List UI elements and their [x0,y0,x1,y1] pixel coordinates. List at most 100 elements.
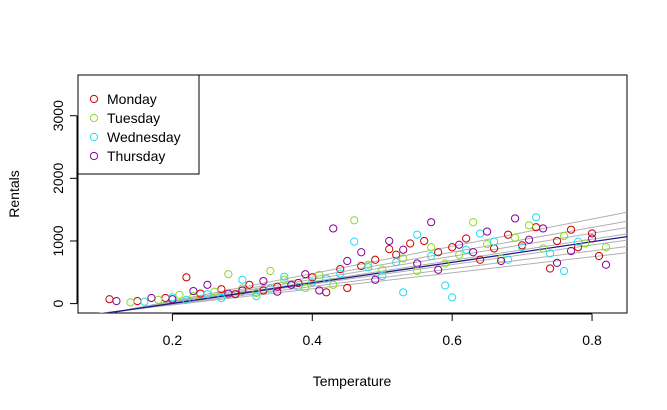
data-point [252,291,261,301]
data-point [601,243,611,252]
data-point [371,275,380,284]
data-point [245,280,254,289]
legend-label-thursday: Thursday [107,148,165,164]
y-tick-label: 0 [50,300,66,308]
data-point [175,290,184,299]
data-point [490,244,499,253]
data-point [573,237,583,246]
data-point [161,293,170,303]
x-tick-label: 0.6 [442,332,462,348]
x-tick-label: 0.8 [582,332,602,348]
data-point [441,281,450,290]
data-point [538,244,548,253]
gray-fit-line [106,220,627,313]
data-point [378,265,387,274]
gray-fit-line [97,252,627,313]
data-point [517,243,527,252]
data-point [189,286,198,296]
y-axis-title: Rentals [6,170,22,217]
data-point [322,274,331,283]
data-point [406,239,415,248]
data-point [308,273,317,282]
data-point [434,265,443,274]
data-point [287,280,296,289]
data-point [511,233,520,242]
gray-fit-line [105,227,627,313]
data-point [280,275,289,284]
data-point [147,293,156,303]
data-point [483,227,492,236]
data-point [420,236,429,246]
data-point [587,234,597,243]
data-point [469,248,478,257]
legend-entry-monday: Monday [89,91,157,107]
legend-label-tuesday: Tuesday [107,110,160,126]
y-tick-label: 3000 [50,100,66,131]
data-point [273,287,282,296]
data-point [462,245,471,254]
data-point [441,259,450,268]
data-point [587,229,597,238]
data-point [594,251,604,261]
data-point [601,260,611,269]
legend-box [77,74,200,175]
legend-marker-monday [89,94,99,104]
data-point [329,280,338,289]
legend-marker-thursday [89,151,99,161]
data-point [504,230,513,239]
data-point [545,264,555,273]
series-wednesday [140,213,583,306]
data-point [217,293,226,303]
data-point [182,273,191,282]
data-point [469,218,478,227]
data-point [203,280,212,289]
data-point [280,272,289,281]
data-point [476,255,485,264]
plot-area-frame [77,74,628,314]
gray-fit-line [99,245,627,313]
data-point [455,240,464,249]
data-point [196,289,205,298]
data-point [392,258,401,267]
data-point [336,265,345,274]
data-point [189,291,198,301]
data-point [266,266,275,276]
data-point [224,270,233,279]
data-point [399,288,408,297]
legend-entry-thursday: Thursday [89,148,165,164]
data-point [329,224,338,233]
legend-marker-wednesday [89,132,99,142]
data-point [483,240,492,249]
data-point [203,290,212,299]
data-point [566,246,576,256]
data-point [497,256,506,266]
legend: Monday Tuesday Wednesday Thursday [77,74,200,175]
data-point [308,278,317,287]
data-point [315,286,324,295]
data-point [140,297,149,306]
data-point [552,236,562,246]
y-tick-label: 1000 [50,225,66,256]
data-point [371,255,380,264]
legend-entry-wednesday: Wednesday [89,129,181,145]
data-point [322,288,331,297]
data-point [336,269,345,278]
data-point [385,245,394,254]
data-point [427,218,436,227]
data-point [448,243,457,252]
regression-lines [97,211,627,313]
data-point [133,297,142,306]
series-thursday [112,214,611,306]
data-point [399,254,408,263]
legend-marker-tuesday [89,113,99,123]
x-tick-label: 0.4 [303,332,323,348]
data-point [448,293,457,302]
x-tick-label: 0.2 [163,332,183,348]
data-point [462,234,471,243]
data-points [105,213,611,307]
data-point [105,295,114,304]
data-point [224,289,233,298]
data-point [238,286,247,295]
data-point [559,266,569,276]
data-point [552,258,562,267]
